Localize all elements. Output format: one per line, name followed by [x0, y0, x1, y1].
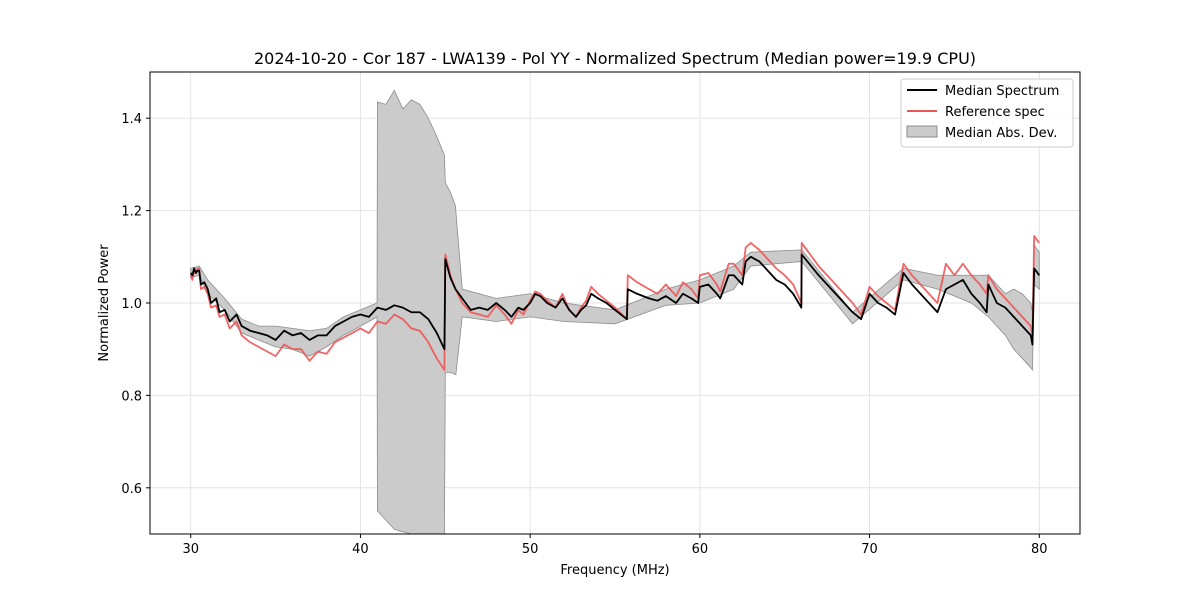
y-tick-label: 0.6 [121, 482, 142, 497]
legend-reference-label: Reference spec [945, 105, 1045, 120]
y-tick-label: 1.4 [121, 112, 142, 127]
x-axis-label: Frequency (MHz) [560, 563, 669, 578]
x-tick-label: 30 [182, 542, 199, 557]
chart-title: 2024-10-20 - Cor 187 - LWA139 - Pol YY -… [254, 49, 976, 68]
legend-median-label: Median Spectrum [945, 84, 1059, 99]
legend-box [900, 78, 1074, 148]
tick-layer: 30 40 50 60 70 80 0.6 0.8 1.0 1.2 1.4 [121, 112, 1047, 557]
series-layer [189, 235, 1040, 371]
legend-mad-label: Median Abs. Dev. [945, 126, 1057, 141]
y-tick-label: 1.2 [121, 205, 142, 220]
legend: Median Spectrum Reference spec Median Ab… [900, 78, 1074, 148]
x-tick-label: 40 [352, 542, 369, 557]
y-axis-label: Normalized Power [97, 244, 112, 362]
y-tick-label: 0.8 [121, 389, 142, 404]
mad-band [190, 89, 1040, 534]
y-tick-label: 1.0 [121, 297, 142, 312]
x-tick-label: 60 [692, 542, 709, 557]
x-tick-label: 70 [861, 542, 878, 557]
legend-mad-swatch [906, 125, 938, 138]
median-spectrum-line [190, 253, 1040, 351]
x-tick-label: 80 [1031, 542, 1048, 557]
mad-band-layer [190, 89, 1040, 534]
x-tick-label: 50 [522, 542, 539, 557]
